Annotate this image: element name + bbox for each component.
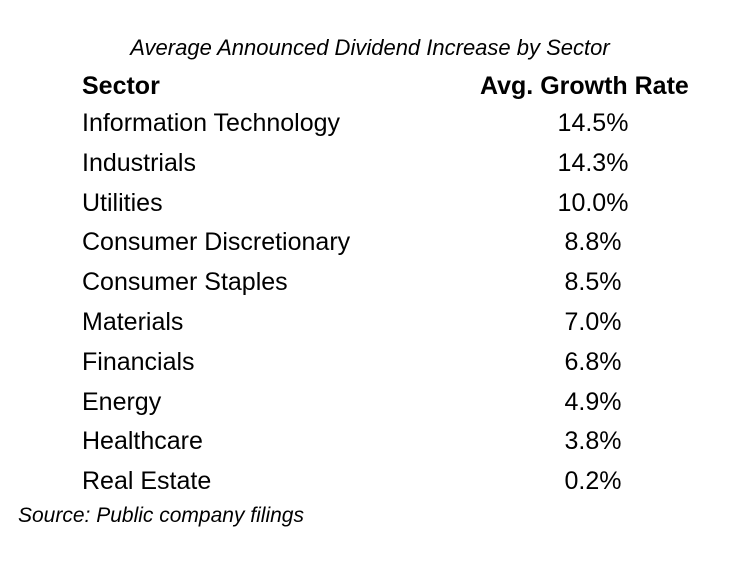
- column-header-sector: Sector: [82, 72, 160, 100]
- sector-cell: Consumer Staples: [82, 268, 288, 297]
- column-header-growth-rate: Avg. Growth Rate: [480, 72, 689, 100]
- table-row: Materials 7.0%: [82, 303, 702, 343]
- table-row: Industrials 14.3%: [82, 144, 702, 184]
- growth-rate-cell: 0.2%: [564, 467, 622, 496]
- growth-rate-table: Sector Avg. Growth Rate Information Tech…: [82, 68, 702, 502]
- growth-rate-cell: 3.8%: [564, 427, 622, 456]
- growth-rate-cell: 6.8%: [564, 347, 622, 376]
- sector-cell: Information Technology: [82, 109, 341, 137]
- table-row: Real Estate 0.2%: [82, 462, 702, 502]
- table-body: Information Technology 14.5% Industrials 14…: [82, 104, 702, 502]
- table-header-row: Sector Avg. Growth Rate: [82, 68, 702, 104]
- growth-rate-cell: 14.3%: [557, 148, 629, 177]
- table-row: Healthcare 3.8%: [82, 422, 702, 462]
- growth-rate-cell: 4.9%: [564, 387, 622, 416]
- table-row: Information Technology 14.5%: [82, 104, 702, 144]
- table-row: Financials 6.8%: [82, 343, 702, 383]
- table-row: Energy 4.9%: [82, 383, 702, 423]
- sector-cell: Utilities: [82, 188, 163, 217]
- sector-cell: Materials: [82, 307, 184, 336]
- sector-cell: Financials: [82, 347, 195, 376]
- growth-rate-cell: 7.0%: [564, 307, 622, 336]
- table-row: Consumer Staples 8.5%: [82, 263, 702, 303]
- table-title: Average Announced Dividend Increase by S…: [130, 35, 610, 60]
- source-note: Source: Public company filings: [18, 504, 304, 527]
- sector-cell: Healthcare: [82, 427, 203, 456]
- growth-rate-cell: 8.5%: [564, 268, 622, 297]
- table-row: Utilities 10.0%: [82, 184, 702, 224]
- sector-cell: Real Estate: [82, 467, 212, 496]
- table-row: Consumer Discretionary 8.8%: [82, 223, 702, 263]
- sector-cell: Consumer Discretionary: [82, 228, 351, 257]
- growth-rate-cell: 14.5%: [557, 109, 629, 137]
- growth-rate-cell: 8.8%: [564, 228, 622, 257]
- sector-cell: Energy: [82, 387, 162, 416]
- growth-rate-cell: 10.0%: [557, 188, 629, 217]
- sector-cell: Industrials: [82, 148, 196, 177]
